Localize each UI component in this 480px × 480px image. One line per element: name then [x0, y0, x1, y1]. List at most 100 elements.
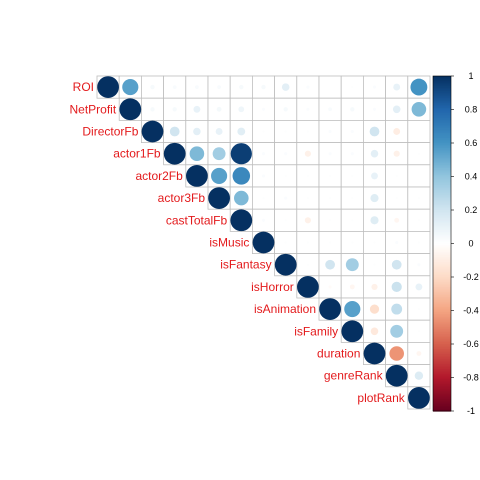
colorbar-segment: [433, 131, 451, 134]
colorbar-segment: [433, 245, 451, 248]
colorbar-segment: [433, 330, 451, 333]
colorbar-segment: [433, 111, 451, 114]
correlation-circle: [234, 190, 249, 206]
colorbar-segment: [433, 248, 451, 251]
colorbar-segment: [433, 201, 451, 204]
colorbar-segment: [433, 409, 451, 412]
colorbar-segment: [433, 318, 451, 322]
correlation-circle: [119, 98, 142, 121]
correlation-circle: [329, 219, 332, 222]
colorbar-segment: [433, 153, 451, 156]
colorbar-segment: [433, 173, 451, 176]
colorbar-segment: [433, 370, 451, 374]
correlation-circle: [297, 276, 319, 298]
correlation-circle: [261, 174, 266, 178]
correlation-circle: [216, 106, 222, 112]
colorbar-segment: [433, 203, 451, 206]
correlation-circle: [328, 285, 332, 289]
colorbar-segment: [433, 312, 451, 315]
colorbar-segment: [433, 372, 451, 375]
colorbar-segment: [433, 307, 451, 310]
colorbar-tick-label: -0.6: [463, 339, 479, 349]
variable-label: genreRank: [324, 369, 384, 383]
colorbar-segment: [433, 104, 451, 107]
colorbar-segment: [433, 176, 451, 179]
correlation-circle: [395, 240, 399, 245]
colorbar-segment: [433, 169, 451, 173]
correlation-circle: [186, 165, 208, 187]
correlation-circle: [371, 172, 378, 180]
correlation-circle: [370, 327, 379, 336]
colorbar-segment: [433, 179, 451, 183]
correlation-circle: [417, 308, 420, 311]
correlation-circle: [193, 105, 201, 113]
correlation-circle: [372, 85, 377, 89]
colorbar-segment: [433, 86, 451, 89]
correlation-circle: [150, 84, 155, 90]
colorbar-segment: [433, 106, 451, 109]
colorbar-segment: [433, 268, 451, 271]
colorbar-segment: [433, 228, 451, 231]
colorbar-segment: [433, 193, 451, 196]
variable-label: plotRank: [357, 391, 405, 405]
colorbar-segment: [433, 96, 451, 99]
colorbar-tick-label: 0.6: [465, 138, 478, 148]
colorbar-segment: [433, 188, 451, 191]
correlation-circle: [217, 85, 221, 89]
colorbar-segment: [433, 317, 451, 320]
colorbar-segment: [433, 240, 451, 243]
colorbar-segment: [433, 266, 451, 270]
colorbar-segment: [433, 164, 451, 168]
correlation-circle: [195, 85, 199, 89]
colorbar-segment: [433, 404, 451, 407]
correlation-circle: [349, 284, 355, 290]
colorbar-segment: [433, 260, 451, 263]
colorbar-segment: [433, 261, 451, 265]
colorbar-segment: [433, 288, 451, 291]
colorbar-segment: [433, 166, 451, 169]
colorbar-tick-label: -0.4: [463, 306, 479, 316]
correlation-circle: [281, 83, 290, 91]
correlation-circle: [283, 107, 288, 112]
colorbar-segment: [433, 362, 451, 365]
colorbar-segment: [433, 395, 451, 399]
colorbar-segment: [433, 77, 451, 80]
correlation-circle: [345, 258, 359, 272]
correlation-circle: [415, 283, 423, 291]
correlation-circle: [350, 107, 355, 112]
colorbar-segment: [433, 297, 451, 300]
colorbar-segment: [433, 323, 451, 327]
colorbar-segment: [433, 154, 451, 157]
colorbar-segment: [433, 322, 451, 325]
correlation-circle: [215, 128, 223, 135]
correlation-circle: [325, 259, 335, 270]
colorbar-segment: [433, 332, 451, 335]
colorbar-segment: [433, 277, 451, 280]
correlation-circle: [417, 152, 420, 155]
colorbar-segment: [433, 161, 451, 164]
colorbar-segment: [433, 407, 451, 410]
grid-cell: [318, 75, 342, 99]
variable-label: NetProfit: [70, 102, 117, 116]
colorbar-segment: [433, 350, 451, 353]
colorbar-segment: [433, 132, 451, 136]
correlation-circle: [416, 351, 422, 356]
colorbar-segment: [433, 117, 451, 121]
correlation-circle: [262, 197, 265, 200]
correlation-circle: [172, 85, 177, 89]
correlation-circle: [306, 197, 309, 200]
colorbar-segment: [433, 174, 451, 178]
colorbar-segment: [433, 191, 451, 194]
colorbar-segment: [433, 204, 451, 208]
colorbar-tick-label: 0.4: [465, 172, 478, 182]
colorbar-segment: [433, 380, 451, 384]
correlation-circle: [351, 219, 354, 222]
correlation-circle: [392, 105, 401, 114]
correlation-circle: [232, 167, 251, 185]
correlation-circle: [329, 241, 332, 244]
colorbar-segment: [433, 215, 451, 218]
colorbar-segment: [433, 327, 451, 330]
colorbar-segment: [433, 235, 451, 238]
grid-cell: [407, 120, 431, 144]
colorbar-segment: [433, 354, 451, 357]
